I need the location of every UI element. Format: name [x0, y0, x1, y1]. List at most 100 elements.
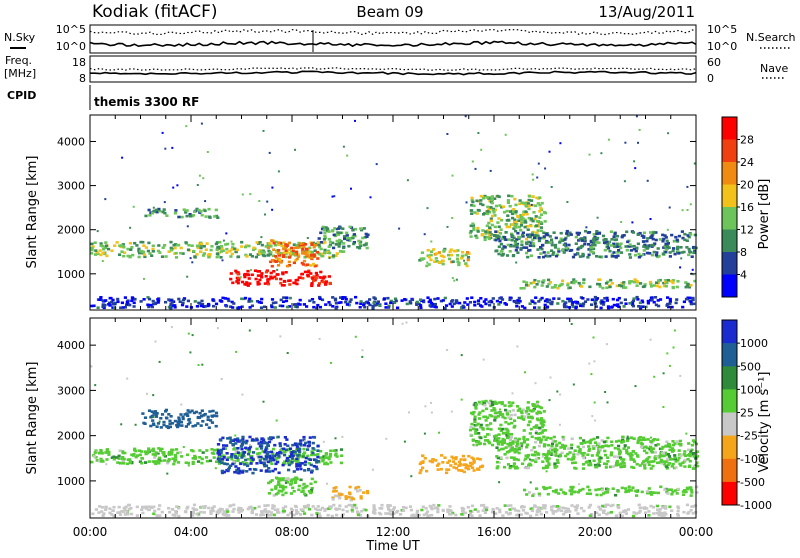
power-data-cell [269, 260, 273, 264]
velocity-data-cell [538, 494, 542, 497]
power-data-cell [631, 303, 635, 306]
velocity-data-cell [614, 440, 619, 443]
power-data-cell [102, 247, 106, 251]
velocity-data-cell [497, 433, 501, 436]
velocity-data-cell [271, 456, 275, 459]
velocity-data-cell [504, 431, 508, 435]
velocity-data-cell [532, 404, 536, 407]
velocity-data-cell [277, 480, 281, 483]
power-data-cell [284, 255, 288, 259]
velocity-data-cell [432, 503, 436, 507]
power-data-cell [343, 296, 347, 299]
velocity-data-cell [503, 453, 507, 456]
velocity-data-cell [588, 492, 593, 496]
velocity-data-cell [164, 408, 168, 412]
velocity-data-cell [265, 441, 269, 445]
velocity-data-cell [257, 442, 261, 445]
velocity-data-cell [588, 503, 592, 507]
velocity-data-cell [239, 510, 243, 513]
power-data-cell [567, 243, 571, 247]
velocity-data-cell [186, 461, 190, 465]
velocity-data-cell [241, 438, 245, 441]
velocity-data-cell [528, 409, 532, 412]
velocity-data-cell [449, 464, 453, 467]
power-data-cell [419, 298, 423, 301]
velocity-data-cell [100, 506, 105, 509]
power-data-cell [539, 207, 543, 210]
power-data-cell [574, 235, 578, 239]
velocity-data-cell [249, 458, 253, 461]
velocity-data-cell [457, 469, 461, 472]
power-data-cell [620, 221, 623, 223]
power-data-cell [128, 255, 132, 259]
power-data-cell [661, 233, 665, 237]
velocity-data-cell [594, 463, 598, 467]
velocity-data-cell [404, 506, 408, 510]
velocity-data-cell [487, 423, 491, 427]
power-data-cell [539, 213, 544, 216]
power-data-cell [668, 206, 671, 209]
power-data-cell [137, 247, 141, 251]
power-data-cell [199, 246, 203, 250]
velocity-data-cell [582, 451, 586, 455]
velocity-data-cell [473, 418, 477, 421]
velocity-data-cell [299, 442, 303, 445]
velocity-data-cell [581, 487, 585, 491]
velocity-data-cell [141, 412, 145, 415]
power-data-cell [616, 298, 620, 302]
power-data-cell [531, 173, 534, 176]
power-data-cell [556, 247, 560, 251]
power-data-cell [622, 305, 626, 308]
power-data-cell [577, 281, 581, 285]
velocity-data-cell [499, 429, 503, 433]
power-data-cell [662, 284, 666, 288]
velocity-data-cell [561, 506, 565, 510]
power-data-cell [640, 299, 644, 303]
power-data-cell [476, 230, 480, 233]
velocity-data-cell [295, 457, 299, 461]
velocity-data-cell [280, 490, 284, 493]
power-data-cell [478, 304, 483, 307]
velocity-data-cell [472, 457, 476, 461]
power-data-cell [363, 236, 367, 239]
power-data-cell [185, 305, 189, 308]
power-data-cell [533, 278, 537, 282]
velocity-data-cell [423, 432, 426, 435]
power-data-cell [287, 241, 291, 245]
velocity-data-cell [418, 471, 422, 475]
power-data-cell [225, 232, 228, 235]
velocity-data-cell [160, 510, 164, 514]
velocity-data-cell [104, 451, 108, 454]
power-data-cell [139, 240, 143, 244]
power-data-cell [531, 204, 535, 207]
power-data-cell [338, 242, 342, 246]
velocity-data-cell [236, 471, 240, 475]
velocity-data-cell [207, 426, 211, 429]
velocity-data-cell [512, 458, 516, 461]
velocity-data-cell [519, 445, 523, 448]
velocity-data-cell [151, 447, 155, 451]
power-data-cell [508, 296, 512, 300]
velocity-data-cell [507, 512, 511, 516]
power-data-cell [436, 297, 440, 300]
velocity-data-cell [578, 436, 582, 440]
velocity-colorbar-segment [722, 343, 737, 367]
velocity-data-cell [209, 419, 213, 422]
velocity-data-cell [284, 491, 288, 495]
velocity-data-cell [267, 467, 271, 470]
velocity-data-cell [696, 464, 700, 468]
power-data-cell [156, 249, 160, 253]
velocity-data-cell [632, 511, 636, 514]
velocity-data-cell [301, 455, 305, 458]
cpid-label: CPID [7, 89, 36, 102]
velocity-data-cell [489, 428, 493, 431]
power-data-cell [133, 297, 137, 301]
power-data-cell [254, 277, 258, 281]
power-data-cell [520, 243, 524, 247]
velocity-data-cell [428, 459, 432, 463]
power-data-cell [609, 230, 613, 233]
velocity-data-cell [529, 481, 532, 484]
power-data-cell [176, 243, 180, 247]
velocity-data-cell [688, 459, 692, 463]
velocity-data-cell [266, 460, 270, 464]
